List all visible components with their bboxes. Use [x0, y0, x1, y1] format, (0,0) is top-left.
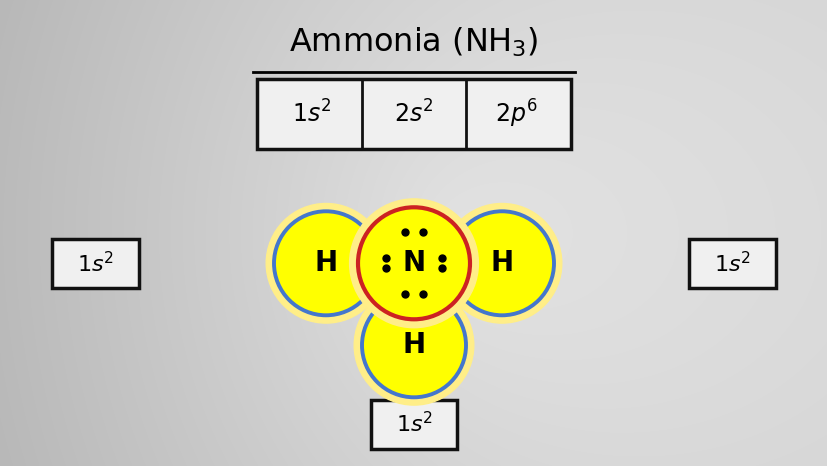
FancyBboxPatch shape — [370, 399, 457, 448]
Ellipse shape — [449, 211, 553, 315]
Text: Ammonia (NH$_3$): Ammonia (NH$_3$) — [289, 25, 538, 59]
Text: H: H — [402, 331, 425, 359]
Text: $1s^2$: $1s^2$ — [292, 101, 331, 128]
Text: $1s^2$: $1s^2$ — [395, 411, 432, 437]
Text: H: H — [490, 249, 513, 277]
FancyBboxPatch shape — [256, 79, 571, 149]
Text: $2s^2$: $2s^2$ — [394, 101, 433, 128]
Text: H: H — [314, 249, 337, 277]
FancyBboxPatch shape — [51, 239, 138, 288]
Ellipse shape — [265, 204, 385, 323]
Ellipse shape — [354, 286, 473, 405]
Ellipse shape — [357, 207, 470, 319]
Text: $2p^6$: $2p^6$ — [495, 98, 537, 130]
Text: N: N — [402, 249, 425, 277]
Text: $1s^2$: $1s^2$ — [77, 251, 113, 276]
Ellipse shape — [349, 199, 478, 328]
Ellipse shape — [274, 211, 378, 315]
Ellipse shape — [361, 293, 466, 397]
Text: $1s^2$: $1s^2$ — [714, 251, 750, 276]
Ellipse shape — [442, 204, 562, 323]
FancyBboxPatch shape — [688, 239, 776, 288]
